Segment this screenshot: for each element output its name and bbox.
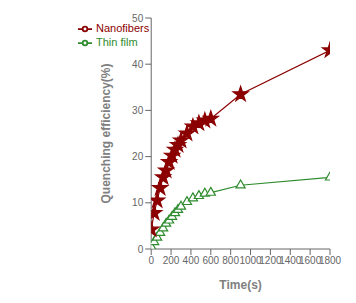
svg-text:Time(s): Time(s) [219,278,261,292]
svg-text:1800: 1800 [319,255,342,266]
svg-text:30: 30 [132,105,144,116]
svg-text:600: 600 [202,255,219,266]
svg-text:10: 10 [132,197,144,208]
svg-text:Quenching efficiency(%): Quenching efficiency(%) [99,63,113,203]
svg-text:20: 20 [132,151,144,162]
svg-text:0: 0 [138,244,144,255]
svg-text:400: 400 [183,255,200,266]
svg-text:1200: 1200 [259,255,282,267]
svg-text:200: 200 [163,255,180,266]
html-text:Thin film: Thin film [96,36,138,49]
svg-text:800: 800 [222,255,239,266]
svg-text:1000: 1000 [239,255,262,267]
html-text:Nanofibers: Nanofibers [96,22,150,34]
svg-text:50: 50 [132,13,144,24]
svg-text:0: 0 [148,255,154,266]
svg-text:40: 40 [132,59,144,70]
svg-text:1400: 1400 [279,255,302,267]
svg-text:1600: 1600 [299,255,322,267]
